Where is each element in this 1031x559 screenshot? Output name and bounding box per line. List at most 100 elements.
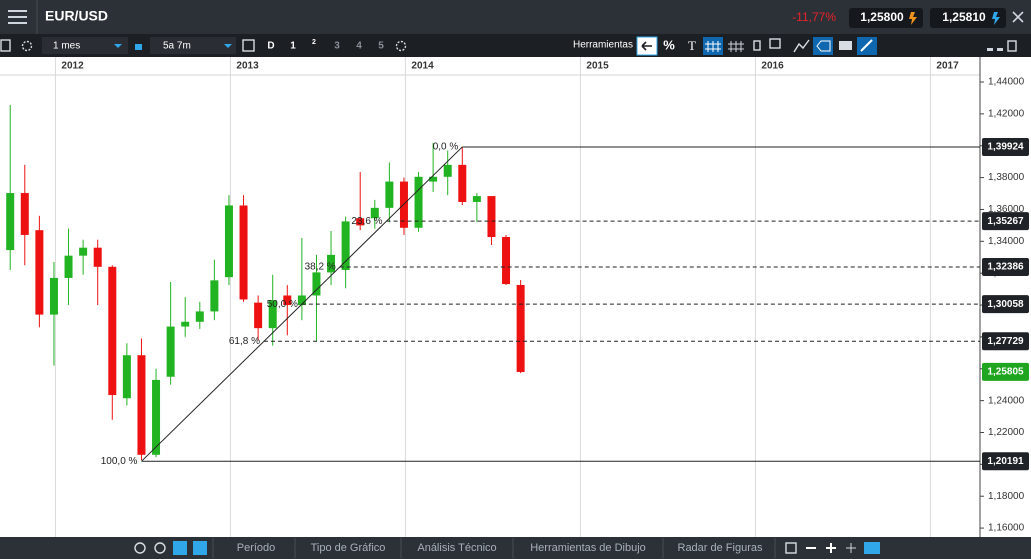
fib-level-name: 0,0 % xyxy=(433,142,459,153)
clear-icon[interactable] xyxy=(154,542,166,554)
y-tick-label: 1,18000 xyxy=(988,491,1025,502)
fib-price-box xyxy=(982,137,1029,156)
ask-arrow xyxy=(992,12,1000,25)
x-tick-label: 2015 xyxy=(586,61,609,72)
candle-body xyxy=(108,266,117,396)
line-tool[interactable] xyxy=(793,39,810,53)
y-tick-label: 1,36000 xyxy=(988,204,1025,215)
timeframe-button[interactable]: D xyxy=(267,41,274,52)
period-value: 1 mes xyxy=(53,41,80,52)
candle-body xyxy=(137,355,146,455)
bid-price: 1,25800 xyxy=(860,10,904,24)
lock-icon[interactable] xyxy=(135,44,142,50)
x-tick-label: 2016 xyxy=(761,61,784,72)
fib-level-name: 50,0 % xyxy=(267,299,298,310)
fib-price-box xyxy=(982,295,1029,314)
candle-body xyxy=(458,164,467,202)
x-tick-label: 2012 xyxy=(61,61,84,72)
fib-price-label: 1,32386 xyxy=(987,262,1024,273)
scroll-icon[interactable] xyxy=(193,541,207,555)
ask-badge[interactable] xyxy=(930,8,1006,28)
footer-tab[interactable]: Período xyxy=(237,542,276,554)
footer-tab[interactable]: Radar de Figuras xyxy=(678,542,763,554)
tool-icon xyxy=(641,41,652,51)
window-icon[interactable] xyxy=(997,48,1003,51)
window-icon[interactable] xyxy=(987,48,993,51)
timeframe-button[interactable]: 5 xyxy=(378,41,384,52)
y-tick-label: 1,22000 xyxy=(988,427,1025,438)
last-price-box xyxy=(982,362,1029,381)
candle-body xyxy=(254,302,263,329)
candle-body xyxy=(49,277,58,315)
fib-price-label: 1,39924 xyxy=(987,142,1024,153)
refresh-icon[interactable] xyxy=(134,542,146,554)
candle-body xyxy=(385,181,394,208)
candle-body xyxy=(502,237,511,285)
candle-body xyxy=(283,295,292,306)
text-tool[interactable]: T xyxy=(688,38,696,53)
candle-body xyxy=(195,311,204,322)
range-select[interactable] xyxy=(150,37,236,54)
period-select[interactable] xyxy=(42,37,128,54)
bid-arrow xyxy=(909,12,917,25)
fib-price-box xyxy=(982,332,1029,351)
fib-price-label: 1,30058 xyxy=(987,299,1024,310)
footer-tab[interactable]: Tipo de Gráfico xyxy=(311,542,386,554)
window-icon[interactable] xyxy=(1007,40,1017,52)
crosshair[interactable] xyxy=(846,543,856,553)
draw-icon[interactable] xyxy=(173,541,187,555)
menu-button[interactable] xyxy=(8,10,27,24)
toolbar xyxy=(0,34,1031,57)
settings-icon[interactable] xyxy=(21,40,33,52)
settings-tool xyxy=(860,39,873,52)
footer-tabs: Período Tipo de Gráfico Análisis Técnico He… xyxy=(212,538,776,558)
timeframe-button[interactable]: 4 xyxy=(356,41,362,52)
timeframe-button[interactable]: 1 xyxy=(290,41,296,52)
percent-button[interactable]: % xyxy=(663,37,675,52)
candle-body xyxy=(79,247,88,256)
candle-body xyxy=(224,205,233,278)
fib-price-label: 1,27729 xyxy=(987,336,1024,347)
x-tick-label: 2017 xyxy=(936,61,959,72)
window-tool[interactable] xyxy=(769,38,781,49)
grid-tool[interactable] xyxy=(728,41,744,52)
tool-icons: T xyxy=(688,37,1017,55)
calendar-icon[interactable] xyxy=(242,39,255,52)
candle-body xyxy=(297,295,306,306)
data-icon[interactable] xyxy=(864,542,880,554)
change: -11,77% xyxy=(792,10,836,24)
candle-body xyxy=(443,164,452,177)
fib-price-box xyxy=(982,452,1029,471)
close-button[interactable] xyxy=(1012,11,1024,23)
grid-tool xyxy=(705,41,721,52)
footer-tab[interactable]: Herramientas de Dibujo xyxy=(530,542,646,554)
timeframe-button[interactable]: 3 xyxy=(334,41,340,52)
list-icon[interactable] xyxy=(0,39,11,52)
print-tool[interactable] xyxy=(839,41,852,50)
footer xyxy=(0,537,1031,559)
candle-body xyxy=(327,254,336,273)
instrument-title: EUR/USD xyxy=(45,8,108,24)
candle-body xyxy=(6,193,15,251)
candle-body xyxy=(341,221,350,270)
dropdown-arrow xyxy=(224,44,232,48)
timeframe-button[interactable]: 2 xyxy=(312,39,316,46)
candle-body xyxy=(516,284,525,372)
bid-badge[interactable] xyxy=(849,8,923,28)
zoom-icon[interactable] xyxy=(785,542,797,554)
zoom-in[interactable] xyxy=(826,543,836,553)
candle-body xyxy=(166,326,175,377)
candle-body xyxy=(414,176,423,228)
footer-tab[interactable]: Análisis Técnico xyxy=(417,542,496,554)
settings-icon[interactable] xyxy=(395,40,407,52)
ask-price: 1,25810 xyxy=(942,10,986,24)
fib-level-name: 38,2 % xyxy=(305,262,336,273)
candle-body xyxy=(122,355,131,399)
y-tick-label: 1,42000 xyxy=(988,109,1025,120)
tag-tool xyxy=(816,40,831,52)
fib-level-name: 23,6 % xyxy=(351,216,382,227)
candle-body xyxy=(93,247,102,267)
plot: 2012 2013 2014 2015 2016 2017 1,16000 1,18000 1,… xyxy=(6,57,1029,537)
candle-tool[interactable] xyxy=(753,40,761,51)
